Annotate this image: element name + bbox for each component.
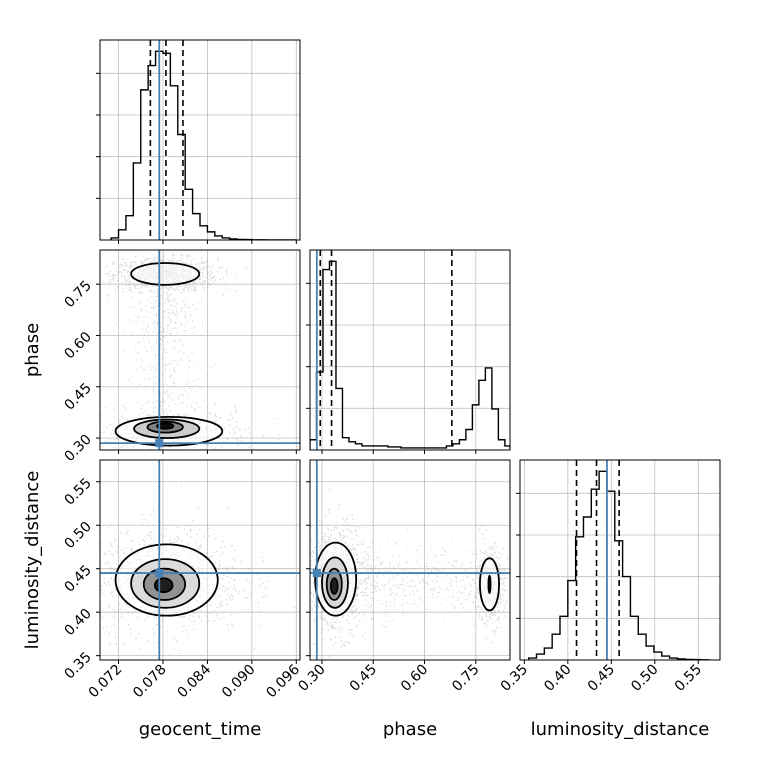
x-axis-label: luminosity_distance <box>531 719 710 740</box>
panel-phase <box>306 249 511 454</box>
histogram-geocent_time <box>110 50 297 240</box>
y-tick-label: 0.60 <box>61 329 94 362</box>
panel-content <box>310 250 510 450</box>
y-tick-label: 0.55 <box>61 475 94 508</box>
y-axis-label: phase <box>22 323 43 377</box>
x-tick-label: 0.30 <box>295 662 328 695</box>
panel-frame <box>99 249 301 451</box>
x-tick-label: 0.072 <box>86 662 126 702</box>
x-tick-label: 0.078 <box>130 662 170 702</box>
panel-frame <box>99 39 301 241</box>
y-tick-label: 0.30 <box>61 432 94 465</box>
x-tick-label: 0.084 <box>175 661 215 701</box>
contour-level <box>329 577 339 595</box>
panel-phase-vs-luminosity_distance: 0.30 0.45 0.60 0.75 <box>295 459 511 695</box>
y-tick-label: 0.35 <box>61 649 94 682</box>
x-tick-label: 0.35 <box>498 662 531 695</box>
panel-frame <box>309 459 511 661</box>
panel-content <box>520 460 720 660</box>
y-tick-label: 0.45 <box>61 562 94 595</box>
x-tick-label: 0.75 <box>449 662 482 695</box>
x-tick-label: 0.60 <box>398 662 431 695</box>
panel-frame <box>309 249 511 451</box>
y-axis-label: luminosity_distance <box>22 471 43 650</box>
contour-level <box>487 574 492 594</box>
histogram-phase <box>310 260 510 450</box>
x-tick-label: 0.40 <box>541 662 574 695</box>
panel-luminosity_distance: 0.35 0.40 0.45 0.50 0.55 <box>498 459 721 695</box>
panel-content <box>100 460 300 660</box>
x-tick-label: 0.55 <box>672 662 705 695</box>
panel-geocent_time <box>96 39 301 244</box>
injection-marker <box>312 569 321 578</box>
x-axis-label: geocent_time <box>139 719 262 740</box>
y-tick-label: 0.45 <box>61 380 94 413</box>
panel-geocent_time-vs-phase: 0.30 0.45 0.60 0.75 <box>61 249 301 465</box>
injection-marker <box>155 439 164 448</box>
x-axis-label: phase <box>383 719 437 740</box>
contour-level <box>156 422 175 430</box>
panel-frame <box>99 459 301 661</box>
x-tick-label: 0.090 <box>219 662 259 702</box>
x-tick-label: 0.50 <box>628 662 661 695</box>
y-tick-label: 0.40 <box>61 606 94 639</box>
y-tick-label: 0.75 <box>61 278 94 311</box>
x-tick-label: 0.45 <box>585 662 618 695</box>
y-tick-label: 0.50 <box>61 519 94 552</box>
panel-geocent_time-vs-luminosity_distance: 0.072 0.078 0.084 0.090 0.0960.350.400.450.5… <box>61 459 303 702</box>
contour-level <box>130 262 201 286</box>
panel-content <box>310 460 510 660</box>
injection-marker <box>155 569 164 578</box>
panel-frame <box>519 459 721 661</box>
panel-content <box>100 250 300 450</box>
contour-level <box>153 577 174 594</box>
panel-content <box>100 40 300 240</box>
x-tick-label: 0.45 <box>347 662 380 695</box>
